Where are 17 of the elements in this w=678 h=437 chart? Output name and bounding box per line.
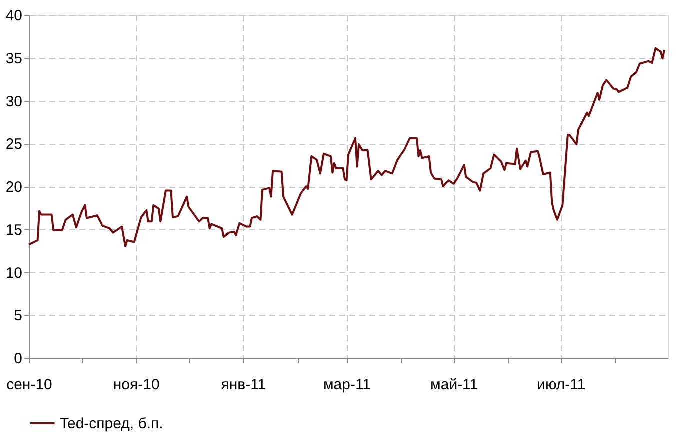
x-tick-label: сен-10 [6,376,52,394]
x-tick-label: ноя-10 [113,376,160,394]
y-tick-label: 15 [6,222,22,239]
x-tick-label: июл-11 [537,376,586,394]
y-tick-label: 25 [6,136,22,154]
x-tick-label: май-11 [430,376,478,394]
y-tick-label: 35 [6,50,22,68]
y-tick-label: 5 [14,308,22,325]
y-tick-label: 30 [6,93,22,110]
y-tick-label: 40 [6,8,22,24]
x-tick-label: янв-11 [221,376,266,394]
x-tick-label: мар-11 [323,376,372,394]
line-series [28,47,666,248]
y-tick-label: 20 [6,179,22,196]
y-tick-label: 0 [14,350,22,368]
y-tick-label: 10 [6,264,22,282]
legend-label: Ted-спред, б.п. [60,416,164,432]
